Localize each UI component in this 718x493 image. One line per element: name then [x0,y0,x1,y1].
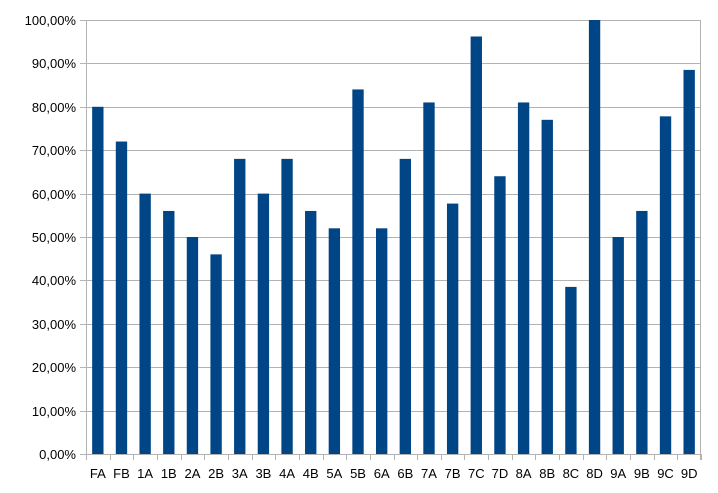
x-tick-label: FB [113,466,130,481]
x-tick-label: 8A [516,466,532,481]
x-tick-label: 1B [161,466,177,481]
bar-2a [186,237,199,454]
y-tick-label: 20,00% [32,360,77,375]
bar-3b [257,193,270,454]
bar-9b [636,210,648,454]
x-tick-label: 6B [397,466,413,481]
bar-fb [115,141,128,454]
x-tick-label: 9B [634,466,650,481]
x-tick-label: 6A [374,466,390,481]
gridlines [80,20,702,460]
bar-5a [328,228,341,454]
bar-7b [446,203,459,454]
bar-7d [494,176,506,455]
x-tick-label: 9C [657,466,674,481]
y-tick-label: 70,00% [32,143,77,158]
bar-2b [210,254,222,454]
x-tick-label: 5B [350,466,366,481]
x-tick-label: 8B [539,466,555,481]
bar-8c [565,286,577,454]
y-tick-label: 50,00% [32,230,77,245]
bar-9c [659,116,672,455]
bar-9d [683,69,695,454]
y-tick-label: 40,00% [32,273,77,288]
y-tick-label: 90,00% [32,56,77,71]
bar-1b [163,210,175,454]
x-tick-label: 2B [208,466,224,481]
bar-5b [352,89,364,454]
bar-3a [234,158,246,454]
y-tick-label: 80,00% [32,100,77,115]
x-tick-label: 7D [492,466,509,481]
bar-fa [92,106,104,455]
y-tick-label: 30,00% [32,317,77,332]
x-tick-label: 4B [303,466,319,481]
bar-4a [281,158,293,454]
x-tick-label: 9A [610,466,626,481]
x-tick-label: 4A [279,466,295,481]
x-tick-label: 3B [255,466,271,481]
bar-8d [588,20,601,454]
bar-7c [470,36,482,454]
x-tick-label: 7A [421,466,437,481]
x-tick-label: 7C [468,466,485,481]
bar-8a [517,102,530,455]
y-tick-label: 0,00% [39,447,76,462]
y-tick-label: 10,00% [32,404,77,419]
x-tick-label: 8C [563,466,580,481]
bar-9a [612,237,624,454]
x-tick-label: 9D [681,466,698,481]
bar-8b [541,119,553,454]
y-tick-label: 100,00% [25,13,77,28]
x-tick-label: 2A [184,466,200,481]
bars [92,20,695,455]
x-tick-labels: FA FB 1A 1B 2A 2B 3A 3B 4A 4B 5A 5B 6A 6B 7A 7B 7C 7D 8A 8B… [90,466,698,481]
x-tick-label: 3A [232,466,248,481]
bar-7a [423,102,435,455]
bar-6a [375,228,388,454]
x-tick-label: 7B [445,466,461,481]
x-tick-label: 1A [137,466,153,481]
x-tick-label: 5A [326,466,342,481]
bar-4b [305,210,317,454]
y-tick-labels: 0,00% 10,00% 20,00% 30,00% 40,00% 50,00% 60,00… [25,13,77,462]
bar-1a [139,193,151,454]
x-tick-label: 8D [586,466,603,481]
bar-6b [399,158,412,454]
x-tick-label: FA [90,466,106,481]
y-tick-label: 60,00% [32,187,77,202]
